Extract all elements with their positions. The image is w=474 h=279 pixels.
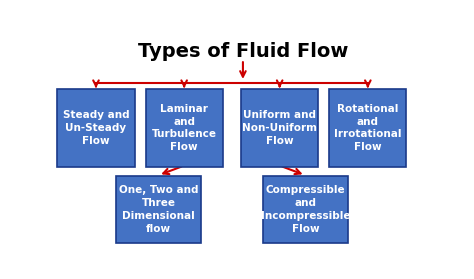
FancyBboxPatch shape: [146, 89, 223, 167]
Text: Laminar
and
Turbulence
Flow: Laminar and Turbulence Flow: [152, 104, 217, 152]
FancyBboxPatch shape: [329, 89, 406, 167]
Text: Compressible
and
Incompressible
Flow: Compressible and Incompressible Flow: [261, 186, 350, 234]
FancyBboxPatch shape: [241, 89, 318, 167]
Text: Uniform and
Non-Uniform
Flow: Uniform and Non-Uniform Flow: [242, 110, 317, 146]
FancyBboxPatch shape: [57, 89, 135, 167]
Text: One, Two and
Three
Dimensional
flow: One, Two and Three Dimensional flow: [118, 186, 198, 234]
Text: Steady and
Un-Steady
Flow: Steady and Un-Steady Flow: [63, 110, 129, 146]
FancyBboxPatch shape: [116, 176, 201, 243]
Text: Rotational
and
Irrotational
Flow: Rotational and Irrotational Flow: [334, 104, 401, 152]
FancyBboxPatch shape: [263, 176, 347, 243]
Text: Types of Fluid Flow: Types of Fluid Flow: [138, 42, 348, 61]
